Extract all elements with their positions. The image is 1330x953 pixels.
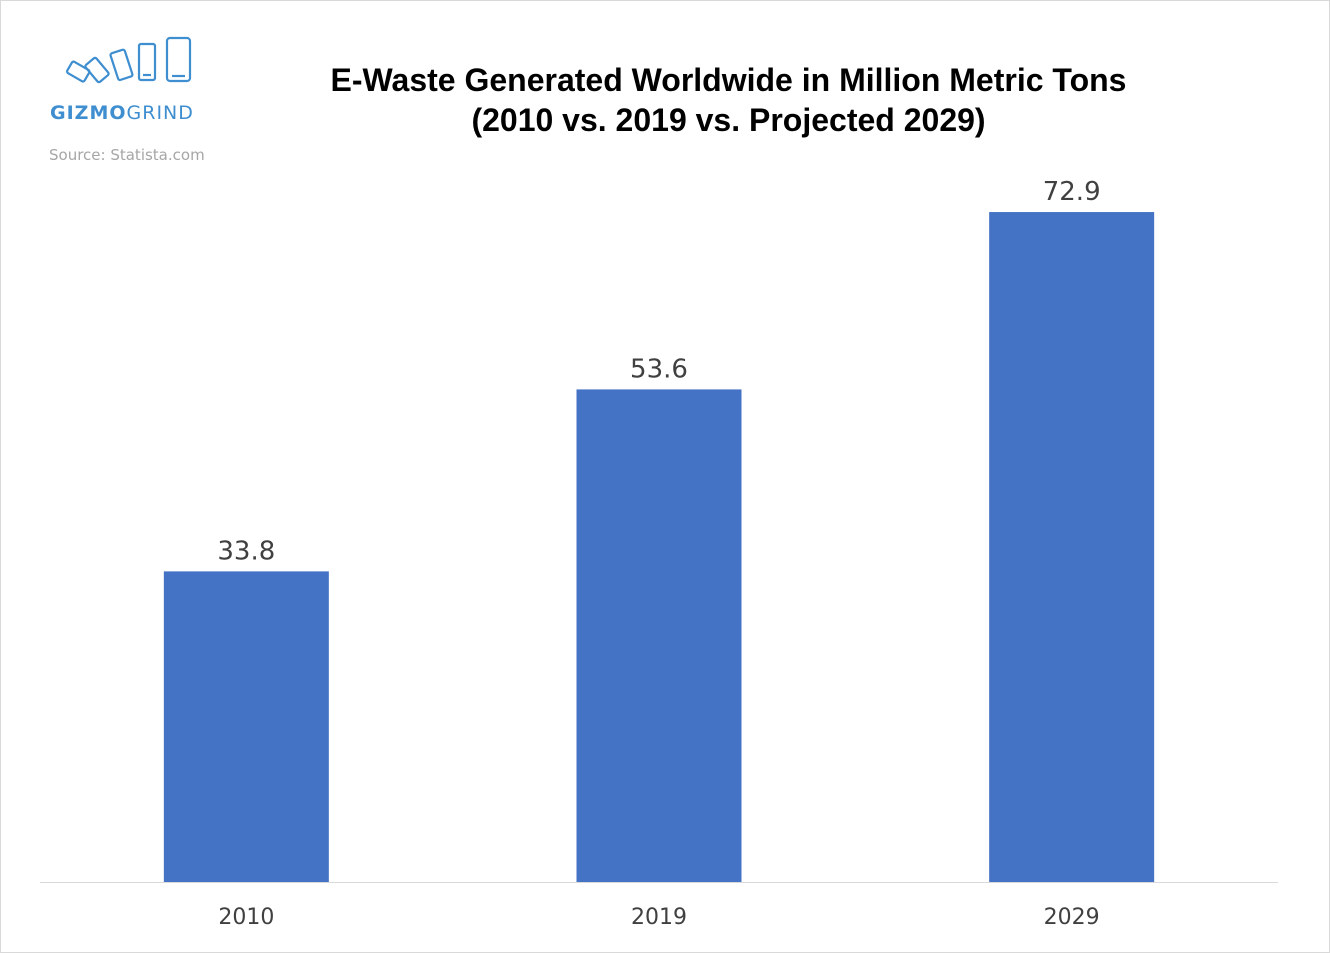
source-note: Source: Statista.com: [49, 146, 205, 164]
x-tick-label-2029: 2029: [1044, 905, 1100, 930]
bar-2010: [163, 571, 329, 882]
phones-icon: [65, 36, 192, 84]
bar-2029: [989, 212, 1155, 882]
logo-wordmark: GIZMOGRIND: [50, 102, 194, 124]
logo-light-text: GRIND: [126, 102, 194, 124]
chart-title-block: E-Waste Generated Worldwide in Million M…: [200, 60, 1257, 140]
gizmogrind-logo: GIZMOGRIND: [46, 34, 231, 129]
data-label-2019: 53.6: [630, 354, 688, 384]
data-label-2029: 72.9: [1043, 177, 1101, 207]
chart-subtitle: (2010 vs. 2019 vs. Projected 2029): [471, 102, 986, 138]
x-tick-label-2019: 2019: [631, 905, 687, 930]
chart-title: E-Waste Generated Worldwide in Million M…: [330, 62, 1127, 98]
bar-2019: [576, 389, 742, 882]
x-tick-label-2010: 2010: [218, 905, 274, 930]
data-label-2010: 33.8: [217, 536, 275, 566]
logo-bold-text: GIZMO: [50, 102, 127, 124]
